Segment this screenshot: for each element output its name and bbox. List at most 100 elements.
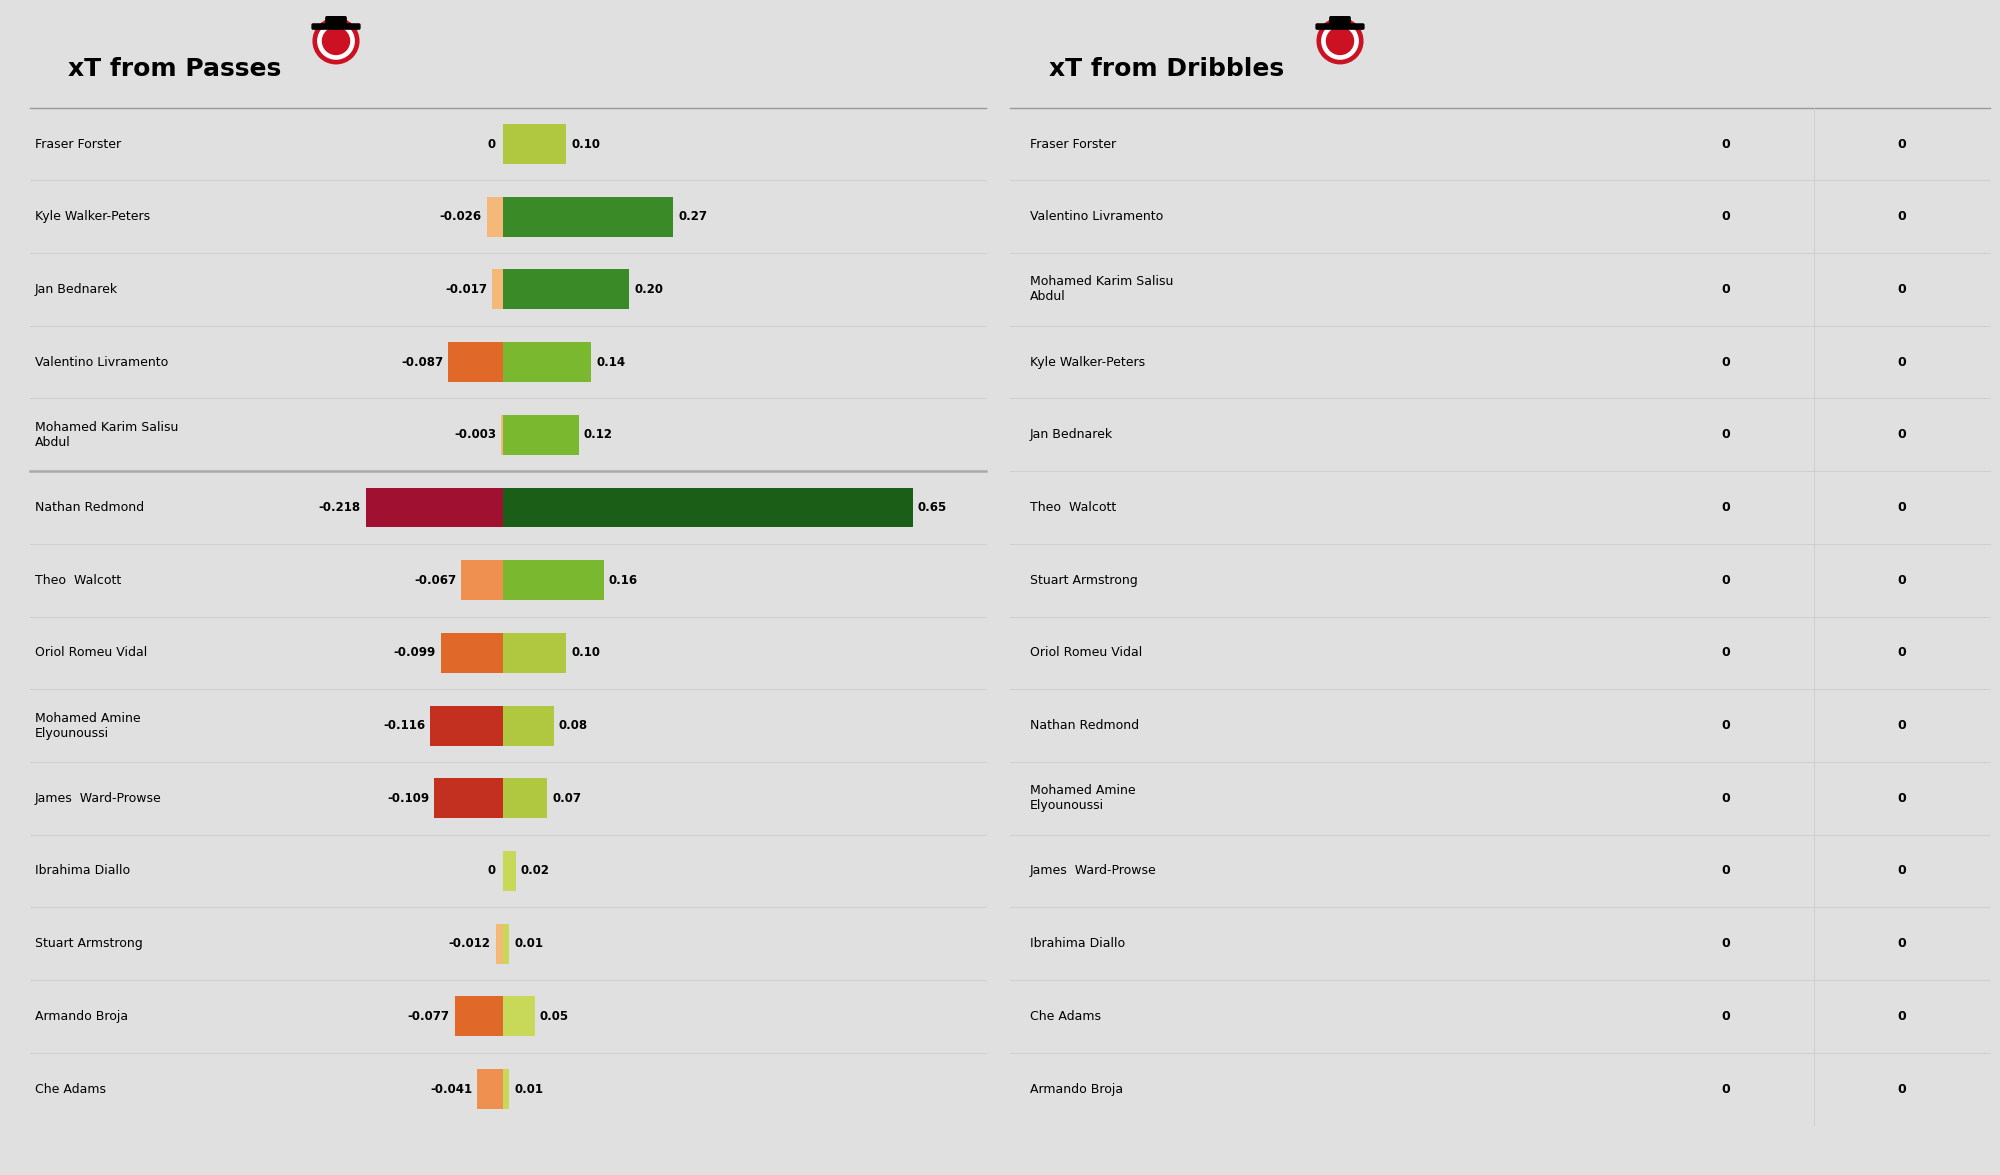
Circle shape	[318, 24, 354, 59]
Text: 0.01: 0.01	[514, 1082, 544, 1095]
Text: -0.003: -0.003	[454, 429, 496, 442]
Text: 0: 0	[1898, 429, 1906, 442]
Text: 0.14: 0.14	[596, 356, 626, 369]
FancyBboxPatch shape	[1316, 24, 1364, 29]
Circle shape	[1322, 24, 1358, 59]
Text: Jan Bednarek: Jan Bednarek	[1030, 429, 1112, 442]
Text: -0.041: -0.041	[430, 1082, 472, 1095]
Bar	[504, 560, 604, 600]
Text: 0: 0	[1898, 1009, 1906, 1023]
Text: Mohamed Karim Salisu
Abdul: Mohamed Karim Salisu Abdul	[34, 421, 178, 449]
Text: 0.07: 0.07	[552, 792, 582, 805]
Bar	[504, 415, 578, 455]
Text: Ibrahima Diallo: Ibrahima Diallo	[1030, 938, 1124, 951]
Bar	[460, 560, 504, 600]
Text: 0: 0	[1722, 1082, 1730, 1095]
Text: Armando Broja: Armando Broja	[1030, 1082, 1122, 1095]
Text: 0: 0	[1898, 792, 1906, 805]
Text: 0.12: 0.12	[584, 429, 612, 442]
Bar	[454, 996, 504, 1036]
Text: 0: 0	[1898, 283, 1906, 296]
Text: 0.02: 0.02	[520, 865, 550, 878]
Bar	[478, 1069, 504, 1109]
Text: 0.20: 0.20	[634, 283, 664, 296]
Text: 0: 0	[1722, 865, 1730, 878]
Text: 0: 0	[1722, 356, 1730, 369]
Text: 0: 0	[1898, 573, 1906, 586]
Bar	[504, 196, 674, 236]
Bar	[504, 342, 592, 382]
Bar	[504, 488, 914, 528]
Bar	[504, 996, 534, 1036]
Bar	[434, 778, 504, 818]
Text: 0: 0	[1722, 646, 1730, 659]
Text: 0: 0	[1898, 501, 1906, 513]
Bar	[448, 342, 504, 382]
Bar	[504, 706, 554, 746]
Bar	[366, 488, 504, 528]
Bar	[492, 269, 504, 309]
Text: Armando Broja: Armando Broja	[34, 1009, 128, 1023]
Text: -0.116: -0.116	[384, 719, 426, 732]
Text: -0.109: -0.109	[388, 792, 430, 805]
Text: -0.099: -0.099	[394, 646, 436, 659]
FancyBboxPatch shape	[326, 16, 346, 26]
Text: 0: 0	[1722, 137, 1730, 150]
Text: xT from Dribbles: xT from Dribbles	[1050, 58, 1284, 81]
Text: Stuart Armstrong: Stuart Armstrong	[34, 938, 142, 951]
Text: Nathan Redmond: Nathan Redmond	[1030, 719, 1138, 732]
Text: James  Ward-Prowse: James Ward-Prowse	[34, 792, 162, 805]
Text: -0.067: -0.067	[414, 573, 456, 586]
Bar	[504, 851, 516, 891]
Text: Stuart Armstrong: Stuart Armstrong	[1030, 573, 1138, 586]
Text: -0.012: -0.012	[448, 938, 490, 951]
Text: Valentino Livramento: Valentino Livramento	[1030, 210, 1162, 223]
Text: Mohamed Amine
Elyounoussi: Mohamed Amine Elyounoussi	[1030, 784, 1136, 812]
Bar	[486, 196, 504, 236]
Text: 0.01: 0.01	[514, 938, 544, 951]
Text: 0: 0	[1722, 938, 1730, 951]
Text: 0: 0	[1722, 1009, 1730, 1023]
Text: 0.65: 0.65	[918, 501, 948, 513]
Text: 0.16: 0.16	[608, 573, 638, 586]
Text: 0: 0	[1898, 356, 1906, 369]
Text: Fraser Forster: Fraser Forster	[34, 137, 120, 150]
Text: Theo  Walcott: Theo Walcott	[34, 573, 122, 586]
Bar	[504, 269, 630, 309]
Text: James  Ward-Prowse: James Ward-Prowse	[1030, 865, 1156, 878]
Bar	[504, 924, 510, 964]
Text: xT from Passes: xT from Passes	[68, 58, 282, 81]
Text: Fraser Forster: Fraser Forster	[1030, 137, 1116, 150]
Text: 0.08: 0.08	[558, 719, 588, 732]
Text: 0: 0	[1722, 501, 1730, 513]
Circle shape	[1318, 19, 1362, 63]
Text: 0: 0	[1898, 210, 1906, 223]
Text: 0.05: 0.05	[540, 1009, 568, 1023]
Bar	[430, 706, 504, 746]
Text: Che Adams: Che Adams	[34, 1082, 106, 1095]
Text: 0: 0	[488, 137, 496, 150]
Text: 0.10: 0.10	[572, 137, 600, 150]
Text: 0: 0	[1898, 938, 1906, 951]
Bar	[496, 924, 504, 964]
Text: Oriol Romeu Vidal: Oriol Romeu Vidal	[1030, 646, 1142, 659]
Text: 0: 0	[1722, 719, 1730, 732]
Text: Kyle Walker-Peters: Kyle Walker-Peters	[1030, 356, 1144, 369]
Text: 0: 0	[1722, 792, 1730, 805]
Text: -0.017: -0.017	[446, 283, 488, 296]
Text: 0: 0	[1722, 429, 1730, 442]
Text: -0.026: -0.026	[440, 210, 482, 223]
Text: Che Adams: Che Adams	[1030, 1009, 1100, 1023]
FancyBboxPatch shape	[312, 24, 360, 29]
Bar	[504, 1069, 510, 1109]
Text: 0: 0	[1898, 719, 1906, 732]
Bar	[504, 633, 566, 673]
Circle shape	[1326, 27, 1354, 54]
Circle shape	[314, 19, 358, 63]
Text: 0: 0	[1898, 137, 1906, 150]
Text: 0: 0	[1722, 573, 1730, 586]
Text: Mohamed Karim Salisu
Abdul: Mohamed Karim Salisu Abdul	[1030, 275, 1172, 303]
Text: Jan Bednarek: Jan Bednarek	[34, 283, 118, 296]
Text: Oriol Romeu Vidal: Oriol Romeu Vidal	[34, 646, 148, 659]
Text: Kyle Walker-Peters: Kyle Walker-Peters	[34, 210, 150, 223]
